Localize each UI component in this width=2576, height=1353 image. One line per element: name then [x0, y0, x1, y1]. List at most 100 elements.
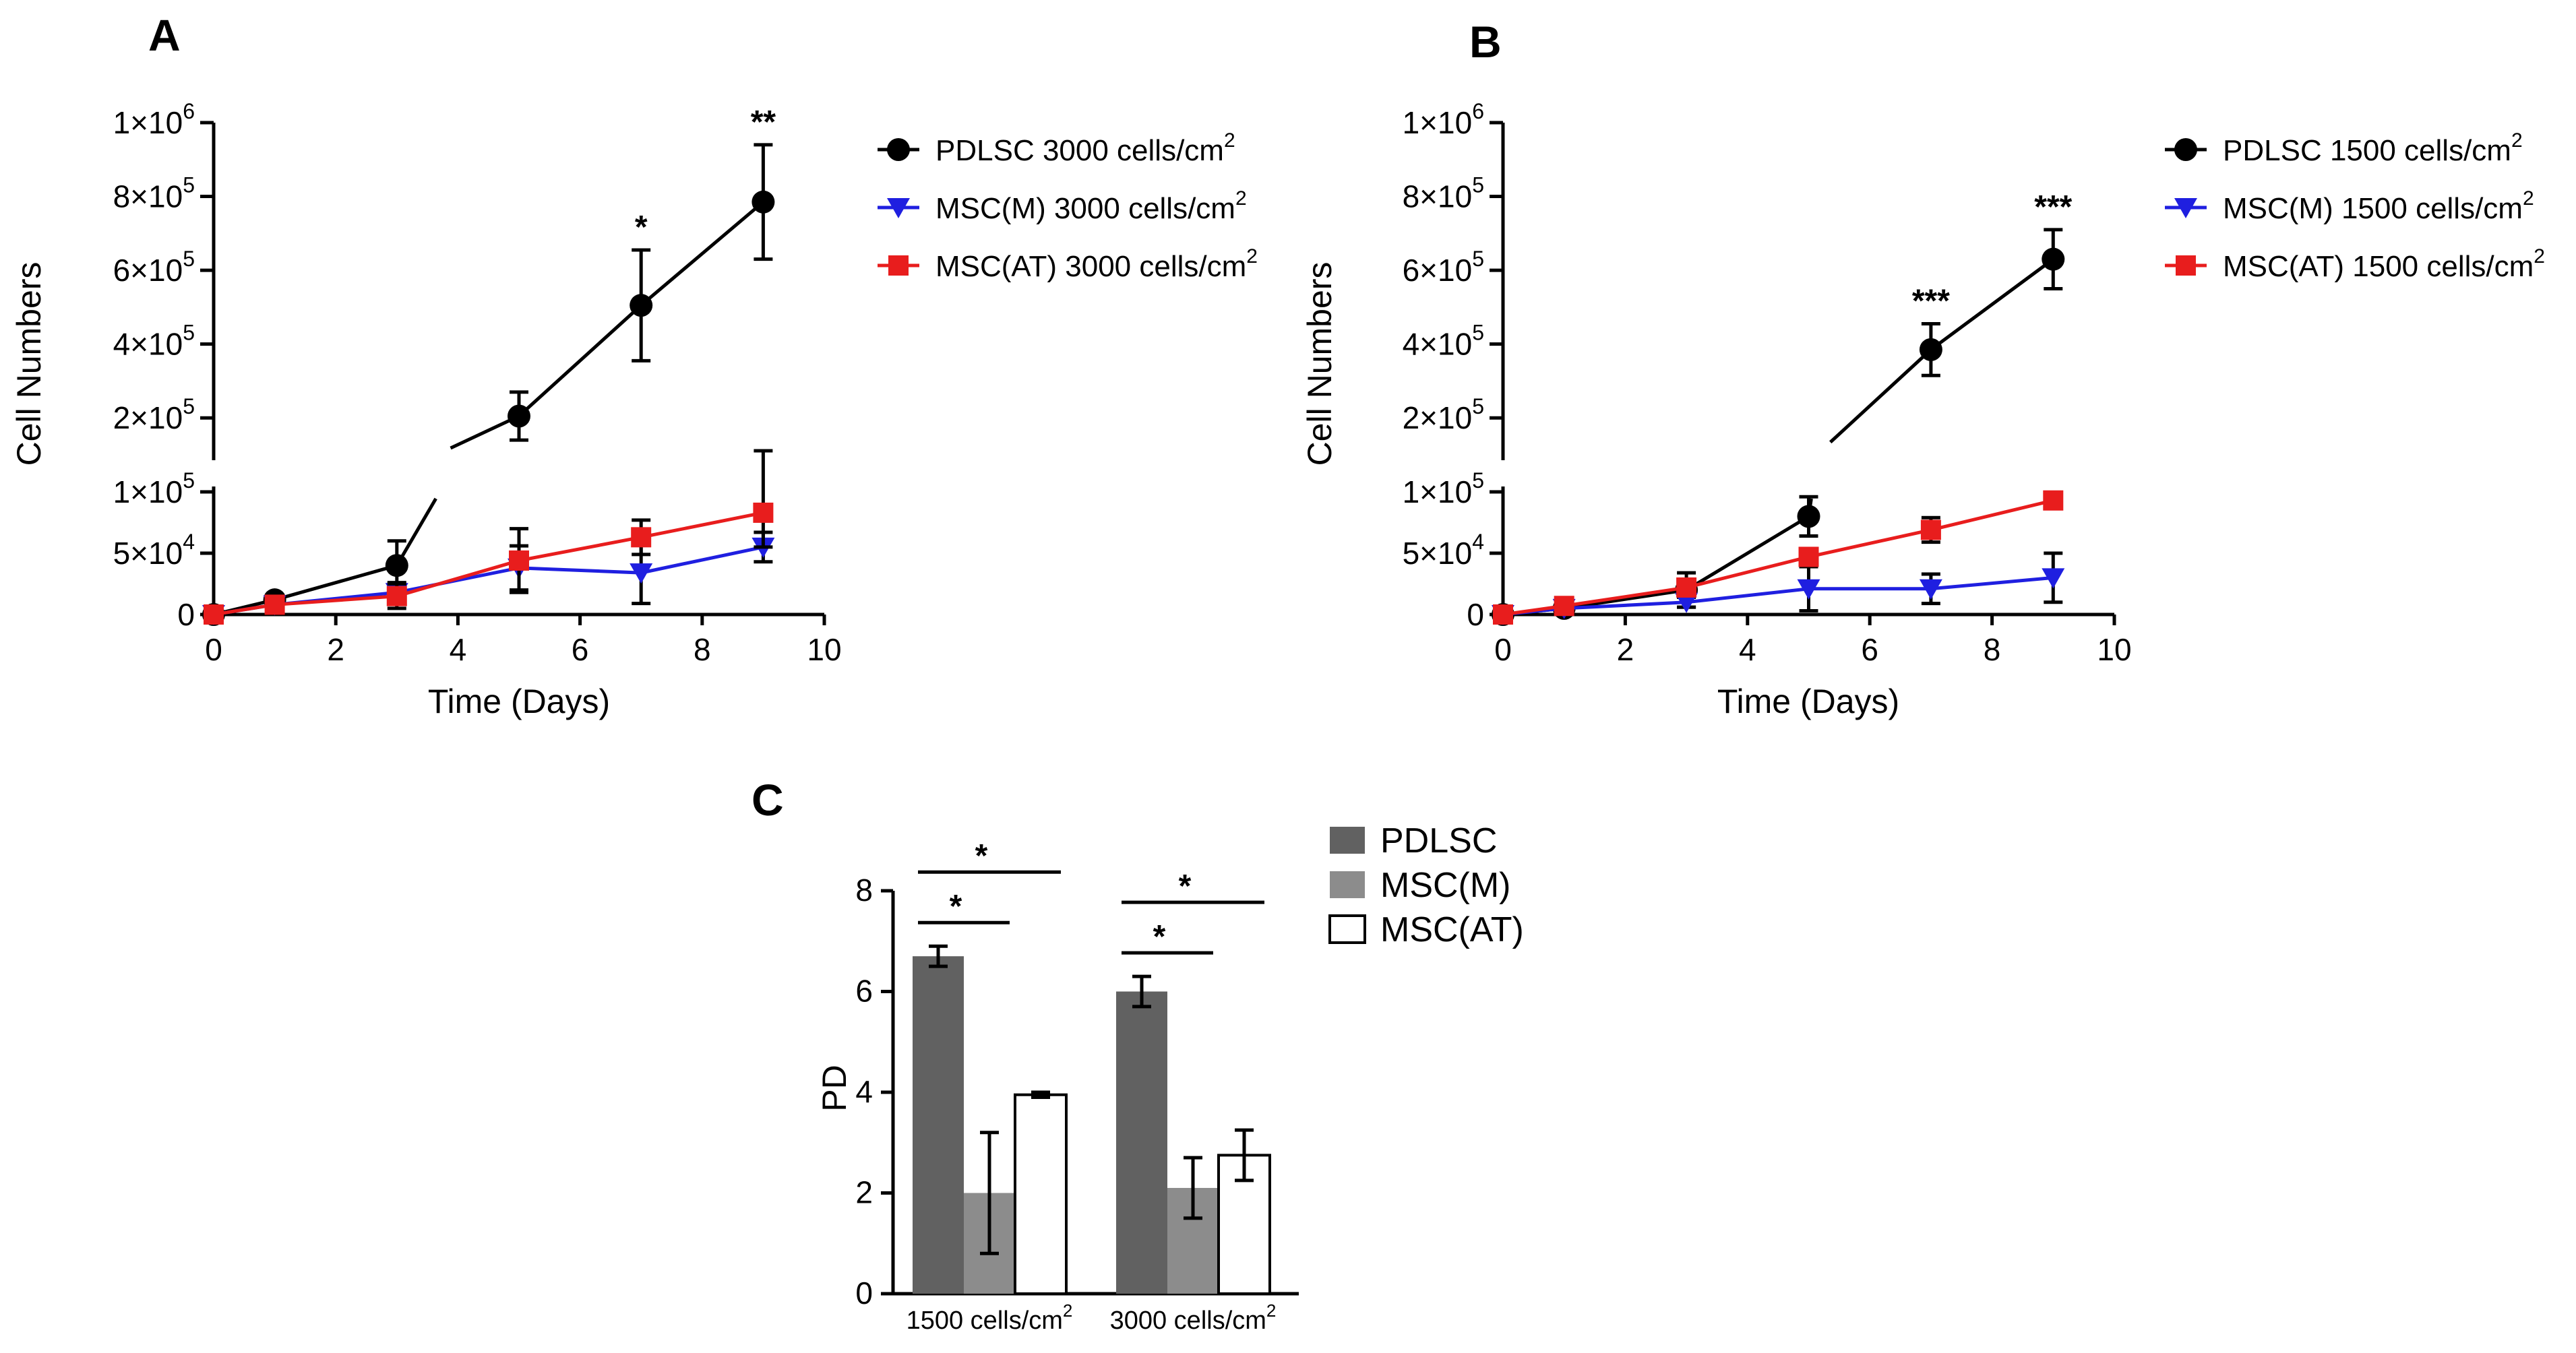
significance-marker: *** — [2034, 189, 2072, 225]
significance-marker: * — [635, 210, 648, 245]
y-tick-exponent: 5 — [1472, 468, 1484, 493]
y-tick-exponent: 5 — [183, 321, 195, 345]
series-line-segment — [1930, 499, 2054, 532]
y-tick-base: 4×10 — [113, 327, 183, 362]
legend-swatch — [1328, 914, 1366, 944]
panel-b-plot-area: *** *** — [1492, 189, 2073, 626]
y-tick-exponent: 6 — [183, 99, 195, 123]
panel-b-x-axis-title: Time (Days) — [1717, 683, 1899, 720]
x-category-label-superscript: 2 — [1266, 1300, 1276, 1321]
y-tick-label: 0 — [177, 597, 195, 632]
y-tick-label: 6×105 — [113, 247, 195, 288]
y-tick-exponent: 5 — [1472, 173, 1484, 197]
y-tick-exponent: 5 — [183, 173, 195, 197]
series-line-segment — [640, 200, 765, 307]
bar-mscat — [1014, 1093, 1068, 1296]
y-tick-label: 8×105 — [113, 173, 195, 214]
series-circle — [1492, 228, 2065, 626]
legend-label-superscript: 2 — [1224, 129, 1235, 152]
x-tick-label: 8 — [1984, 632, 2001, 667]
legend-label-superscript: 2 — [2534, 245, 2545, 268]
data-point-circle — [752, 190, 775, 214]
series-line-segment — [518, 535, 642, 563]
panel-c-plot-area: * * * * — [913, 838, 1271, 1296]
legend-marker-square — [888, 255, 909, 276]
legend-label-text: MSC(M) 1500 cells/cm — [2223, 192, 2523, 225]
y-tick-label: 6 — [855, 974, 873, 1009]
x-tick-label: 8 — [694, 632, 711, 667]
legend-label-superscript: 2 — [2511, 129, 2523, 152]
series-line-segment — [395, 497, 437, 567]
data-point-triangle-down — [2042, 568, 2065, 589]
series-line-segment — [274, 594, 397, 606]
significance-marker: * — [1153, 919, 1166, 955]
y-tick-label: 2×105 — [113, 394, 195, 435]
legend-label-text: PDLSC 1500 cells/cm — [2223, 134, 2511, 167]
x-category-label-text: 3000 cells/cm — [1110, 1307, 1266, 1335]
panel-b-axes: 0 2 4 6 8 1005×1041×1052×1054×1056×1058×1051×… — [1403, 99, 2132, 667]
data-point-triangle-down — [1675, 592, 1698, 613]
panel-c-legend: PDLSC MSC(M) MSC(AT) — [1328, 821, 1524, 949]
y-tick-label: 2×105 — [1403, 394, 1484, 435]
legend-swatch — [1330, 827, 1365, 854]
panel-a-line-chart: A Cell Numbers Time (Days) 0 2 4 6 8 1005×104… — [10, 10, 1258, 720]
series-line-segment — [518, 566, 642, 575]
y-tick-label: 8×105 — [1403, 173, 1484, 214]
series-line-segment — [396, 559, 520, 598]
y-tick-exponent: 6 — [1472, 99, 1484, 123]
x-tick-label: 4 — [450, 632, 467, 667]
legend-label-text: MSC(M) 3000 cells/cm — [936, 192, 1235, 225]
legend-label: MSC(M) — [1380, 866, 1511, 905]
series-line-segment — [1930, 575, 2054, 591]
legend-marker-triangle-down — [887, 198, 910, 218]
data-point-triangle-down — [1919, 579, 1942, 600]
series-line-segment — [1686, 587, 1809, 604]
x-tick-label: 4 — [1739, 632, 1756, 667]
legend-label: MSC(M) 1500 cells/cm2 — [2223, 187, 2534, 225]
series-line-segment — [450, 414, 520, 450]
panel-a-plot-area: *** — [202, 104, 776, 626]
data-point-circle — [385, 554, 408, 577]
y-tick-exponent: 5 — [1472, 394, 1484, 418]
data-point-square — [386, 586, 407, 606]
data-point-square — [2043, 490, 2064, 511]
y-tick-base: 6×10 — [1403, 253, 1473, 288]
y-tick-base: 1×10 — [1403, 105, 1473, 140]
series-square — [1493, 490, 2064, 625]
legend-label: MSC(AT) 3000 cells/cm2 — [936, 245, 1258, 283]
panel-b-label: B — [1469, 17, 1502, 67]
series-line-segment — [518, 304, 642, 418]
bar-pdlsc — [1116, 991, 1167, 1294]
bar-pdlsc — [913, 956, 964, 1294]
y-tick-label: 2 — [855, 1175, 873, 1210]
legend-swatch — [1330, 871, 1365, 898]
data-point-circle — [2042, 247, 2065, 271]
significance-marker: * — [950, 889, 962, 924]
panel-b-y-axis-title: Cell Numbers — [1301, 262, 1339, 466]
y-tick-label: 4 — [855, 1074, 873, 1109]
y-tick-base: 2×10 — [113, 400, 183, 435]
x-category-label: 3000 cells/cm2 — [1110, 1300, 1277, 1335]
x-category-label-text: 1500 cells/cm — [907, 1307, 1063, 1335]
y-tick-label: 1×105 — [1403, 468, 1484, 509]
data-point-square — [1554, 596, 1574, 617]
legend-label: MSC(AT) — [1380, 910, 1524, 949]
series-line-segment — [640, 545, 764, 575]
data-point-square — [204, 604, 224, 625]
y-tick-base: 8×10 — [113, 179, 183, 214]
data-point-circle — [630, 294, 653, 317]
data-point-triangle-down — [630, 563, 653, 584]
data-point-circle — [508, 404, 530, 428]
series-line-segment — [1564, 588, 1687, 610]
y-tick-base: 4×10 — [1403, 327, 1473, 362]
series-triangle-down — [202, 530, 775, 625]
y-tick-base: 6×10 — [113, 253, 183, 288]
y-tick-base: 1×10 — [113, 474, 183, 509]
data-point-square — [1798, 546, 1819, 567]
data-point-square — [1676, 577, 1697, 598]
x-category-label-superscript: 2 — [1063, 1300, 1072, 1321]
x-category-label: 1500 cells/cm2 — [907, 1300, 1073, 1335]
series-line-segment — [1502, 604, 1565, 617]
